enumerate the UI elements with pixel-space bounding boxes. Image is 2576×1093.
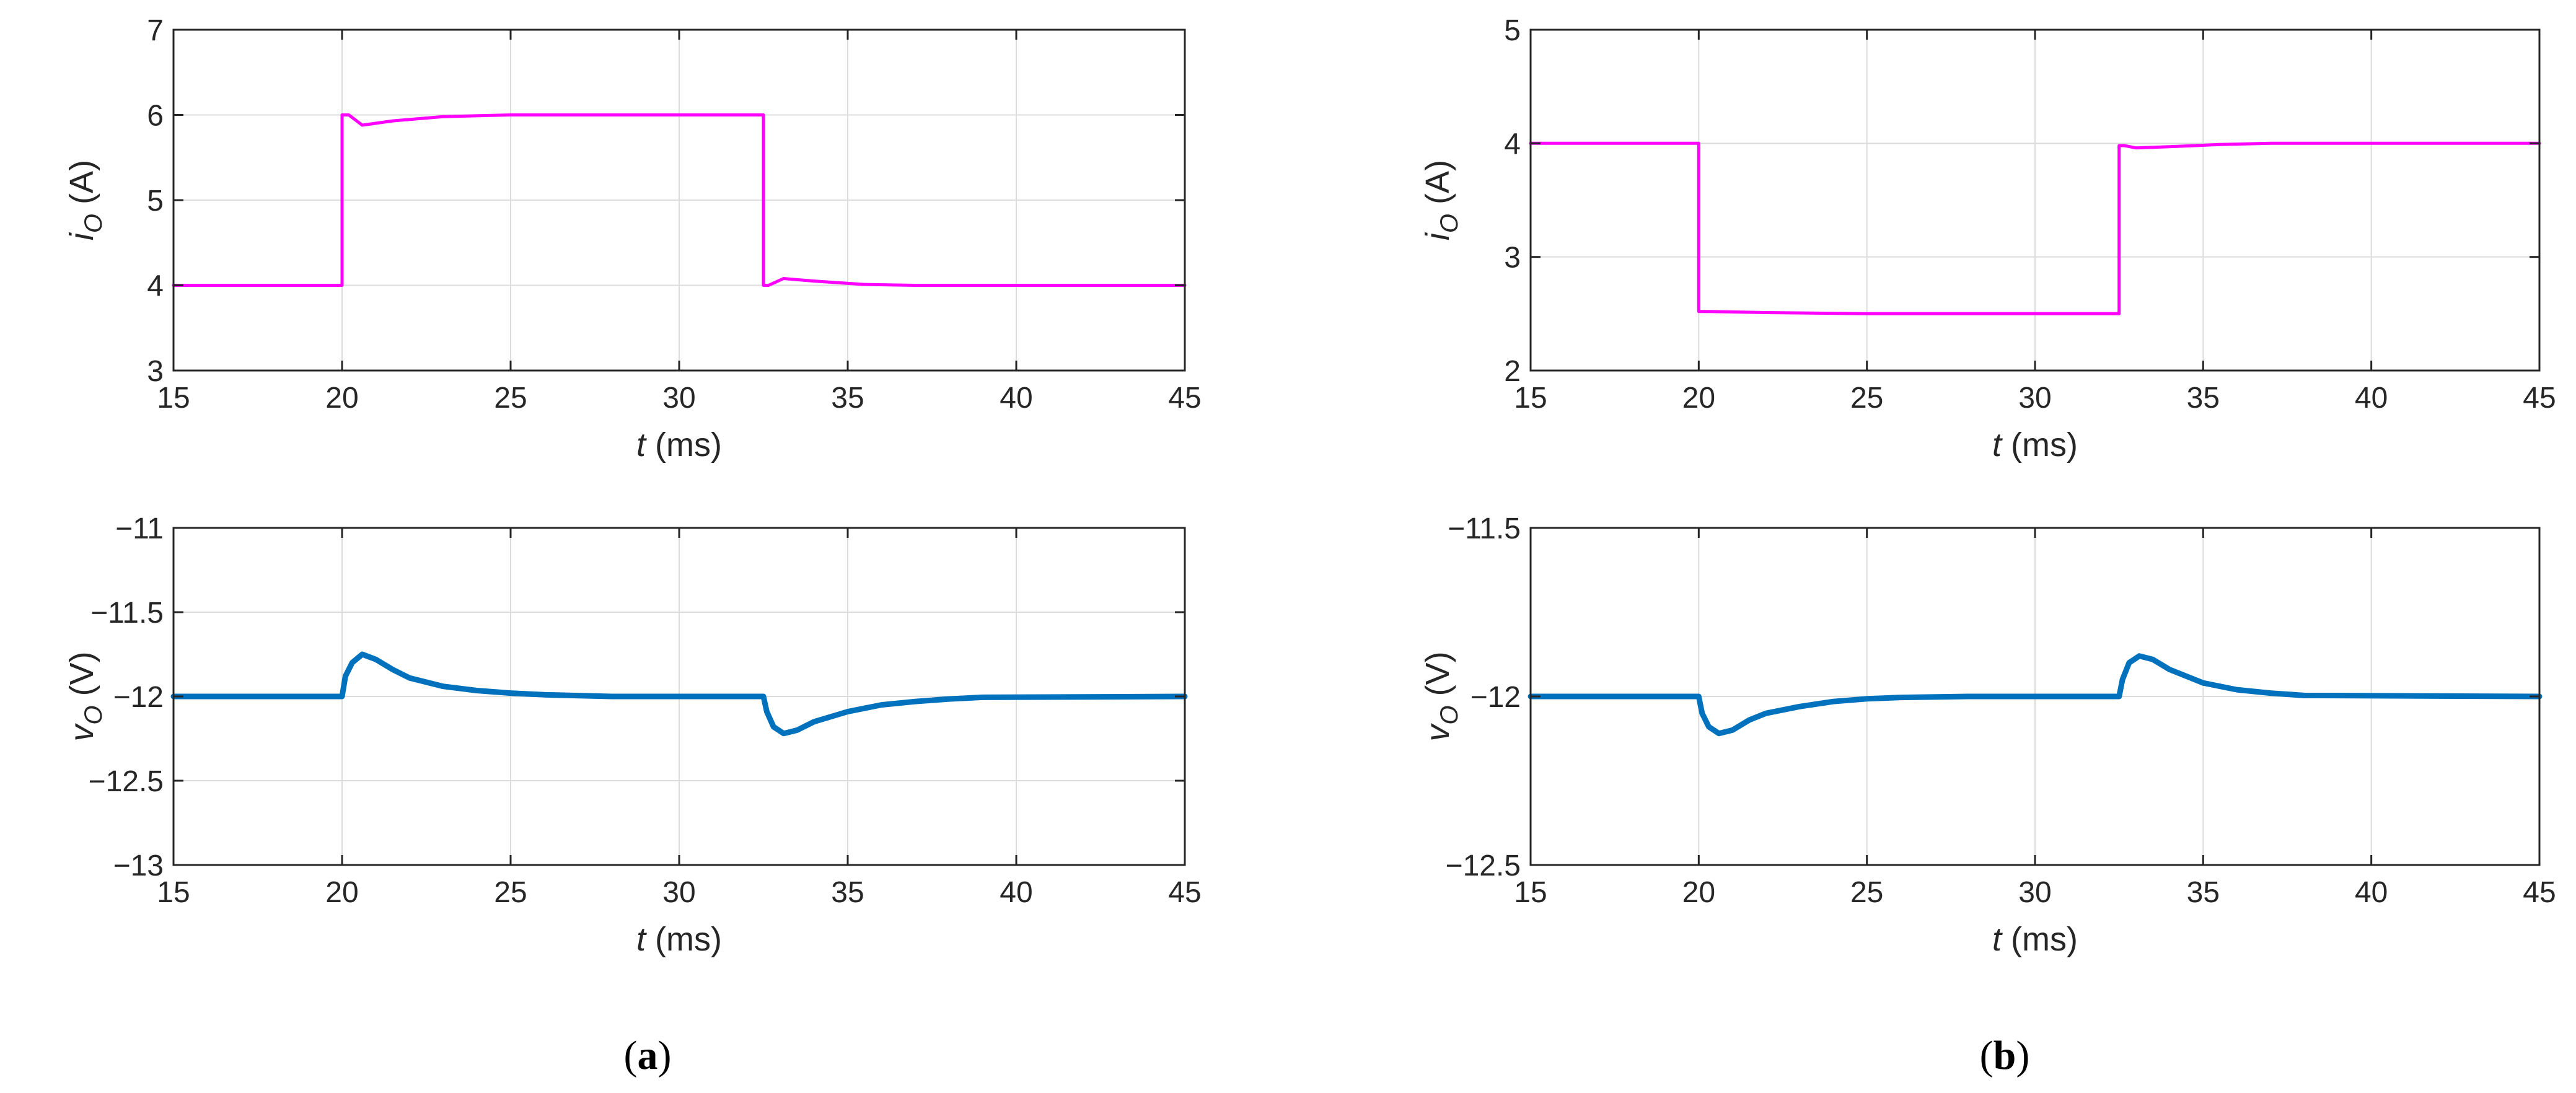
- x-tick-label: 30: [662, 876, 695, 909]
- x-tick-label: 15: [1514, 876, 1547, 909]
- y-tick-label: −12.5: [1446, 849, 1521, 882]
- y-tick-label: −13: [113, 849, 164, 882]
- x-tick-label: 15: [157, 876, 190, 909]
- y-tick-label: 4: [147, 270, 164, 303]
- series-line-0: [1528, 653, 2543, 737]
- x-tick-label: 35: [2187, 382, 2220, 415]
- x-tick-label: 45: [2523, 382, 2556, 415]
- x-tick-label: 35: [831, 876, 864, 909]
- y-tick-label: −11.5: [1448, 512, 1521, 545]
- panel-label-a-letter: a: [638, 1033, 658, 1078]
- y-tick-label: 5: [147, 185, 164, 217]
- x-axis-label: t (ms): [636, 426, 722, 463]
- x-tick-label: 35: [2187, 876, 2220, 909]
- x-tick-label: 15: [157, 382, 190, 415]
- x-tick-label: 25: [1850, 382, 1883, 415]
- panel-label-a: (a): [624, 1033, 672, 1078]
- x-axis-label: t (ms): [1992, 921, 2078, 958]
- x-axis-label: t (ms): [1992, 426, 2078, 463]
- y-tick-label: −12.5: [89, 765, 164, 798]
- y-tick-label: 2: [1504, 355, 1521, 388]
- x-tick-label: 45: [1168, 876, 1201, 909]
- x-tick-label: 40: [1000, 382, 1032, 415]
- y-tick-label: −11.5: [90, 597, 164, 630]
- chart-b-output-voltage: 15 20 25 30 35 40 45 −11.5 −12 −12.5 t (ms) vO (V): [1419, 512, 2556, 958]
- x-tick-label: 25: [494, 382, 527, 415]
- x-tick-label: 30: [2018, 876, 2051, 909]
- x-tick-label: 30: [662, 382, 695, 415]
- y-axis-label: vO (V): [63, 651, 107, 741]
- panel-label-b: (b): [1980, 1033, 2030, 1078]
- y-tick-label: −11: [115, 512, 164, 545]
- y-tick-label: 3: [1504, 242, 1521, 274]
- y-tick-label: 3: [147, 355, 164, 388]
- x-tick-label: 25: [494, 876, 527, 909]
- y-axis-label: iO (A): [63, 160, 107, 240]
- chart-a-output-voltage: 15 20 25 30 35 40 45 −11 −11.5 −12 −12.5 −13 t (ms) v…: [63, 512, 1202, 958]
- x-tick-label: 15: [1514, 382, 1547, 415]
- x-tick-label: 20: [325, 382, 358, 415]
- x-axis-label: t (ms): [636, 921, 722, 958]
- series-line-0: [1529, 141, 2541, 315]
- y-tick-label: 7: [147, 14, 164, 47]
- y-tick-label: 4: [1504, 128, 1521, 160]
- x-tick-label: 25: [1850, 876, 1883, 909]
- y-tick-label: −12: [1470, 681, 1521, 714]
- x-tick-label: 20: [1682, 876, 1715, 909]
- y-tick-label: 5: [1504, 14, 1521, 47]
- series-line-0: [170, 651, 1188, 737]
- x-tick-label: 40: [2355, 382, 2388, 415]
- panel-label-b-letter: b: [1994, 1033, 2016, 1078]
- x-tick-label: 45: [2523, 876, 2556, 909]
- x-tick-label: 20: [325, 876, 358, 909]
- x-tick-label: 20: [1682, 382, 1715, 415]
- x-tick-label: 45: [1168, 382, 1201, 415]
- x-tick-label: 35: [831, 382, 864, 415]
- y-tick-label: 6: [147, 100, 164, 133]
- y-tick-label: −12: [113, 681, 164, 714]
- y-axis-label: iO (A): [1419, 160, 1463, 240]
- x-tick-label: 40: [1000, 876, 1032, 909]
- y-axis-label: vO (V): [1419, 651, 1463, 741]
- series-line-0: [172, 113, 1187, 287]
- x-tick-label: 30: [2018, 382, 2051, 415]
- x-tick-label: 40: [2355, 876, 2388, 909]
